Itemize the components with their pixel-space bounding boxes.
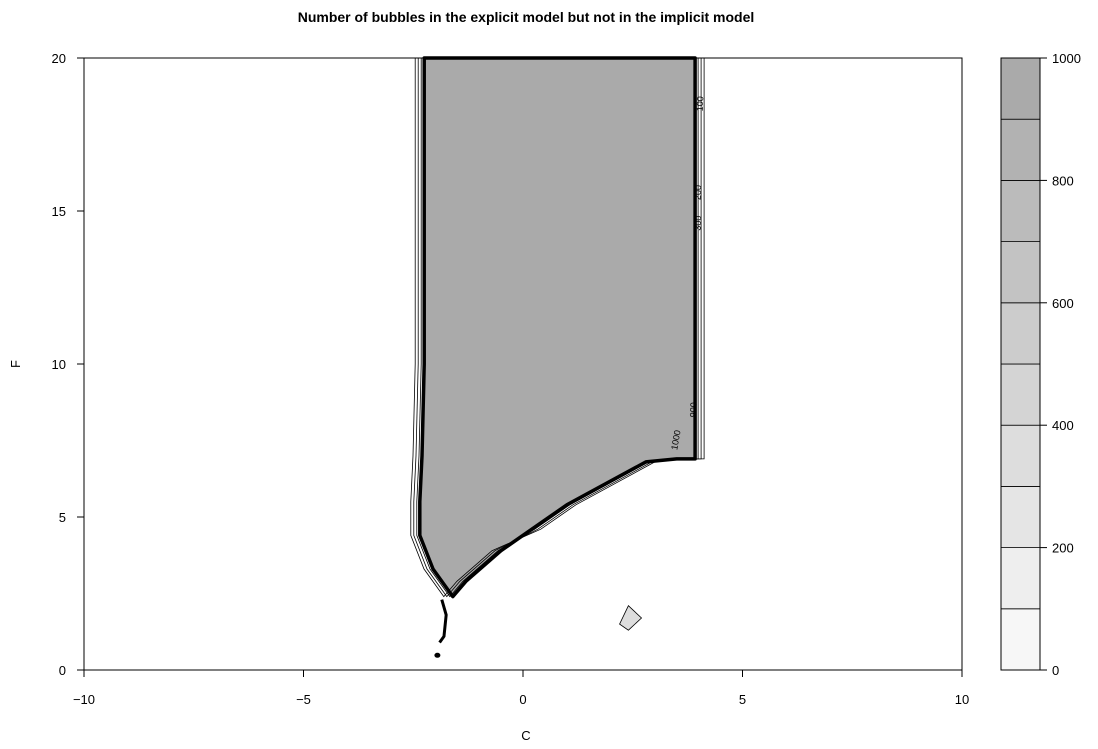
- colorbar-tick-label: 400: [1052, 418, 1074, 433]
- contour-label: 1000: [669, 429, 682, 450]
- contour-label: 900: [688, 402, 699, 417]
- contour-label: 200: [693, 185, 704, 200]
- x-tick-label: 0: [519, 692, 526, 707]
- plot-area: 100 200 300 900 1000: [83, 56, 963, 671]
- colorbar-tick-label: 600: [1052, 296, 1074, 311]
- region-tail: [438, 599, 448, 644]
- colorbar-segment: [1000, 57, 1041, 120]
- colorbar-segment: [1000, 363, 1041, 426]
- y-tick-label: 0: [59, 663, 66, 678]
- x-axis-label: C: [521, 728, 530, 743]
- colorbar-tick-label: 1000: [1052, 51, 1081, 66]
- contour-label: 100: [695, 96, 706, 111]
- colorbar-segment: [1000, 424, 1041, 487]
- color-legend: 0 200 400 600 800 1000: [1000, 51, 1081, 678]
- y-axis-label: F: [8, 360, 23, 368]
- x-tick-label: 5: [739, 692, 746, 707]
- colorbar-segment: [1000, 241, 1041, 304]
- colorbar-tick-label: 200: [1052, 541, 1074, 556]
- y-tick-label: 15: [52, 204, 66, 219]
- colorbar-tick-label: 0: [1052, 663, 1059, 678]
- contour-line: [410, 57, 705, 598]
- region-dot: [434, 652, 441, 658]
- colorbar-frame: [1000, 57, 1041, 671]
- colorbar-segment: [1000, 302, 1041, 365]
- chart-title: Number of bubbles in the explicit model …: [298, 9, 755, 25]
- colorbar-segment: [1000, 179, 1041, 242]
- x-tick-label: −5: [296, 692, 311, 707]
- colorbar-segment: [1000, 118, 1041, 181]
- colorbar-segment: [1000, 547, 1041, 610]
- y-tick-label: 5: [59, 510, 66, 525]
- x-tick-label: 10: [955, 692, 969, 707]
- contour-label: 300: [693, 215, 704, 230]
- x-tick-label: −10: [73, 692, 95, 707]
- colorbar-segment: [1000, 485, 1041, 548]
- y-axis: 0 5 10 15 20: [52, 51, 85, 678]
- x-axis: −10 −5 0 5 10: [73, 669, 969, 707]
- y-tick-label: 20: [52, 51, 66, 66]
- island-region: [619, 605, 643, 631]
- y-tick-label: 10: [52, 357, 66, 372]
- colorbar-segment: [1000, 608, 1041, 671]
- colorbar-tick-label: 800: [1052, 173, 1074, 188]
